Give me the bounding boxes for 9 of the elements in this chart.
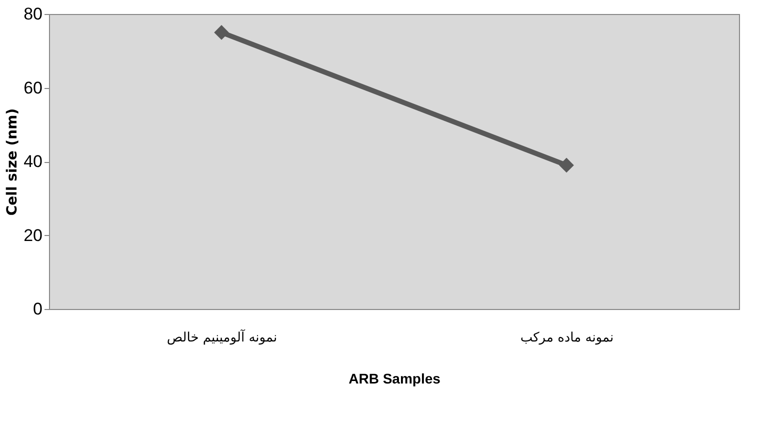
y-tick-label: 40 bbox=[24, 152, 42, 171]
x-tick-label: نمونه ماده مرکب bbox=[520, 330, 614, 346]
y-axis-title: Cell size (nm) bbox=[4, 108, 21, 216]
y-tick-label: 0 bbox=[33, 300, 42, 318]
y-tick-label: 80 bbox=[24, 4, 42, 24]
x-tick-label: نمونه آلومینیم خالص bbox=[166, 328, 278, 346]
x-axis-title: ARB Samples bbox=[348, 370, 441, 386]
y-tick-label: 20 bbox=[24, 226, 42, 245]
y-tick-label: 60 bbox=[24, 78, 42, 98]
